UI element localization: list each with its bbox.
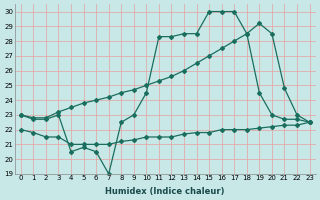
X-axis label: Humidex (Indice chaleur): Humidex (Indice chaleur) — [106, 187, 225, 196]
